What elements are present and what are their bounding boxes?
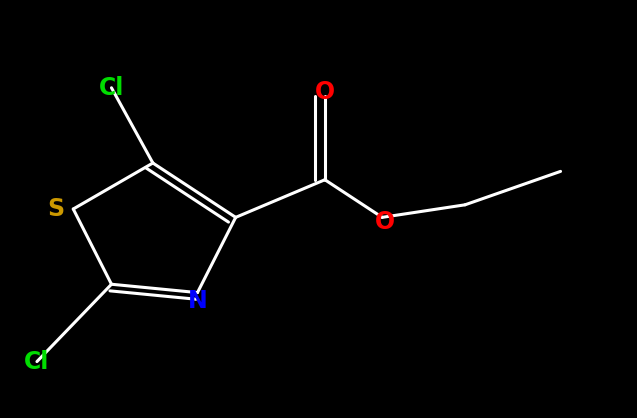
- Text: Cl: Cl: [99, 76, 124, 100]
- Text: Cl: Cl: [24, 349, 50, 374]
- Text: N: N: [187, 289, 208, 313]
- Text: O: O: [315, 80, 335, 104]
- Text: O: O: [375, 209, 396, 234]
- Text: S: S: [47, 197, 64, 221]
